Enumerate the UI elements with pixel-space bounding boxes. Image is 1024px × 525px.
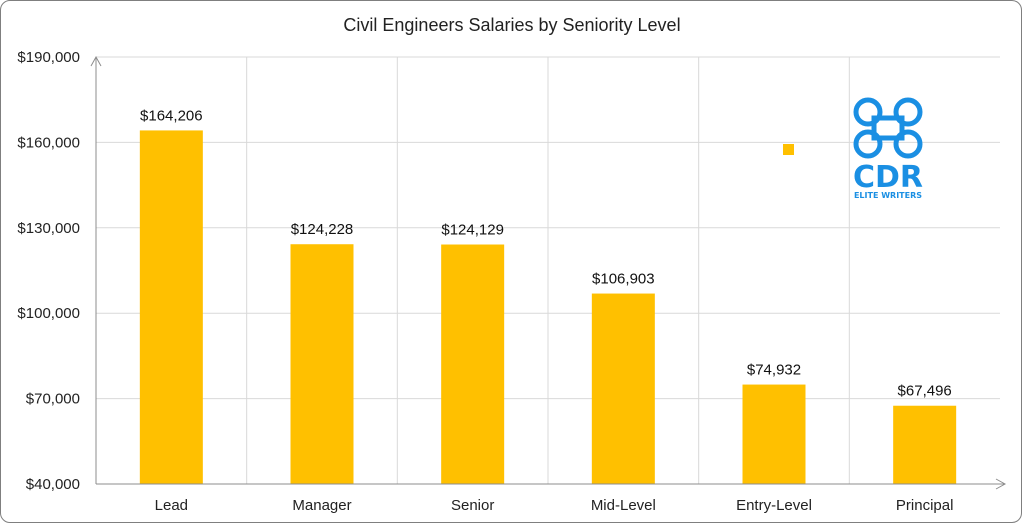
data-label: $74,932	[747, 362, 801, 379]
x-axis-tick-labels: Lead Manager Senior Mid-Level Entry-Level Pri…	[155, 497, 954, 514]
y-tick-label: $160,000	[17, 134, 80, 151]
data-label: $124,228	[291, 221, 354, 238]
bar-senior	[441, 244, 505, 484]
x-tick-label: Mid-Level	[591, 497, 656, 514]
bars	[139, 130, 957, 484]
x-tick-label: Entry-Level	[736, 497, 812, 514]
logo-tagline: ELITE WRITERS	[854, 191, 922, 200]
logo-letters: CDR	[853, 160, 923, 195]
x-axis-arrow	[995, 478, 1007, 490]
bar-principal	[893, 405, 957, 484]
data-label: $67,496	[898, 383, 952, 400]
data-labels: $164,206 $124,228 $124,129 $106,903 $74,932 $…	[140, 107, 952, 399]
data-label: $106,903	[592, 271, 655, 288]
y-tick-label: $70,000	[26, 391, 80, 408]
cdr-logo: CDR ELITE WRITERS	[853, 97, 923, 200]
legend-marker	[783, 144, 794, 155]
x-tick-label: Manager	[292, 497, 351, 514]
command-key-icon	[853, 97, 923, 159]
bar-manager	[290, 244, 354, 484]
y-tick-label: $190,000	[17, 49, 80, 66]
y-tick-label: $100,000	[17, 305, 80, 322]
data-label: $124,129	[441, 222, 504, 239]
y-tick-label: $40,000	[26, 476, 80, 493]
chart-title: Civil Engineers Salaries by Seniority Le…	[343, 15, 680, 35]
x-tick-label: Principal	[896, 497, 954, 514]
y-tick-label: $130,000	[17, 220, 80, 237]
y-axis-tick-labels: $40,000 $70,000 $100,000 $130,000 $160,000 $1…	[17, 49, 80, 493]
bar-lead	[139, 130, 203, 484]
axes	[90, 55, 1007, 490]
x-tick-label: Lead	[155, 497, 188, 514]
data-label: $164,206	[140, 107, 203, 124]
bar-entry-level	[742, 384, 806, 484]
gridlines	[96, 56, 1000, 484]
bar-mid-level	[591, 293, 655, 484]
x-tick-label: Senior	[451, 497, 494, 514]
y-axis-arrow	[90, 55, 102, 67]
